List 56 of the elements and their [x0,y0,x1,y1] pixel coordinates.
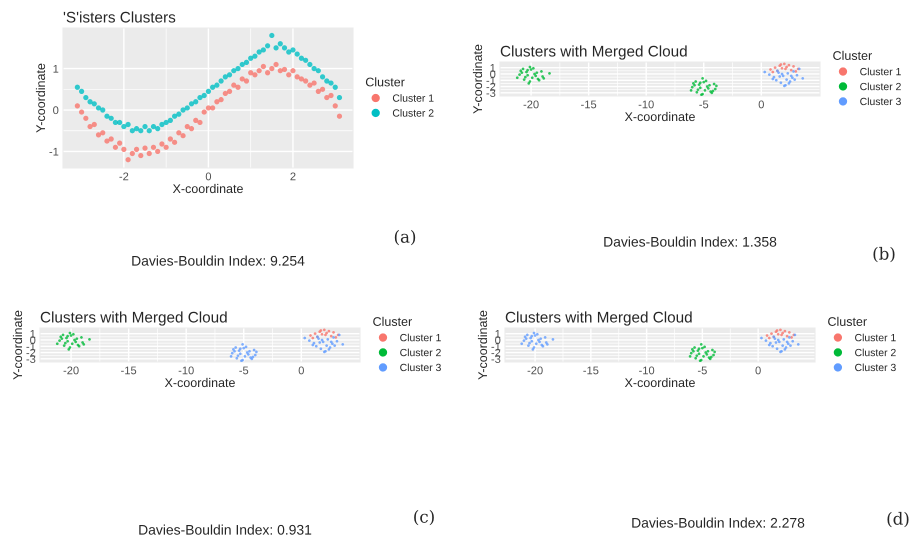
chart-title: Clusters with Merged Cloud [500,45,687,60]
text: (d) [887,512,909,528]
x-tick-label: -15 [583,366,598,374]
text: (b) [873,246,895,262]
legend-label: Cluster 2 [400,348,441,356]
y-tick-label: 0 [53,106,58,114]
y-tick-label: -1 [49,148,58,156]
text: Davies-Bouldin Index: 0.931 [139,524,312,535]
x-tick-label: 0 [298,366,304,374]
chart-title: 'S'isters Clusters [64,11,176,23]
x-tick-label: -15 [121,366,136,374]
legend-label: Cluster 1 [855,334,896,342]
y-axis-title: Y-coordinate [36,64,46,133]
y-tick-label: 1 [54,64,58,73]
x-tick-label: -15 [581,100,596,108]
text: Davies-Bouldin Index: 1.358 [604,236,776,247]
x-axis-title: X-coordinate [164,378,235,388]
x-tick-label: 0 [206,172,212,180]
chart-title: Clusters with Merged Cloud [40,311,227,326]
legend-label: Cluster 3 [860,97,901,106]
x-tick-label: -2 [119,172,128,180]
y-axis-title: Y-coordinate [12,310,22,380]
text: (a) [394,230,416,246]
x-tick-label: -10 [638,100,654,108]
x-tick-label: -20 [528,366,543,374]
text: Davies-Bouldin Index: 9.254 [132,256,304,266]
legend-label: Cluster 1 [860,68,901,76]
x-axis-title: X-coordinate [624,378,695,388]
x-tick-label: -5 [698,366,707,374]
x-tick-label: -20 [524,100,539,108]
legend-title: Cluster [828,316,867,326]
x-tick-label: -10 [639,366,654,374]
legend-title: Cluster [366,77,405,86]
text: Davies-Bouldin Index: 2.278 [632,518,804,528]
x-tick-label: -5 [699,100,708,108]
x-tick-label: -20 [64,366,79,374]
x-tick-label: -10 [178,366,194,374]
x-tick-label: 0 [755,366,761,374]
x-axis-title: X-coordinate [624,112,695,122]
y-axis-title: Y-coordinate [478,310,488,380]
legend-label: Cluster 1 [392,94,434,102]
chart-title: Clusters with Merged Cloud [506,311,692,326]
legend-label: Cluster 2 [860,82,901,90]
x-tick-label: -5 [239,366,248,374]
x-tick-label: 0 [758,100,764,108]
legend-label: Cluster 2 [855,348,896,356]
legend-label: Cluster 2 [392,109,434,117]
x-axis-title: X-coordinate [172,184,243,194]
legend-label: Cluster 3 [400,363,441,372]
y-axis-title: Y-coordinate [472,44,482,114]
text: (c) [414,510,434,526]
legend-title: Cluster [373,316,412,326]
x-tick-label: 2 [290,172,296,180]
legend-title: Cluster [833,50,872,60]
legend-label: Cluster 1 [400,334,441,342]
legend-label: Cluster 3 [855,363,896,372]
